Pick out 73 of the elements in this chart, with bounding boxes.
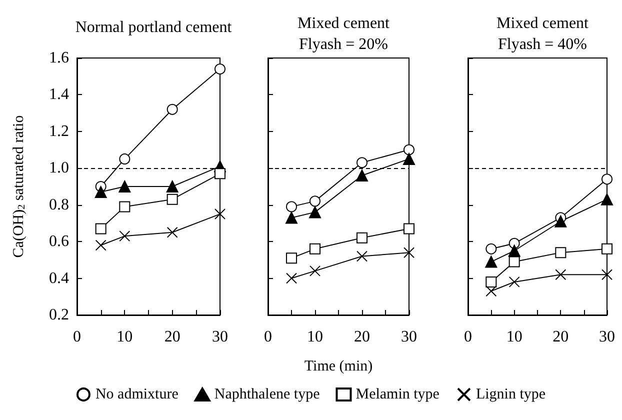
x-tick-label: 30	[599, 328, 615, 346]
point	[356, 169, 368, 182]
point	[119, 230, 130, 242]
y-tick-label: 0.6	[49, 233, 69, 250]
point	[356, 157, 368, 168]
point	[508, 256, 520, 268]
y-tick-label: 0.8	[49, 196, 69, 214]
point	[286, 252, 297, 264]
y-tick-label: 0.2	[49, 306, 69, 324]
point	[286, 201, 297, 212]
y-tick-label: 0.4	[49, 270, 69, 287]
x-tick-label: 20	[552, 328, 569, 346]
chart-title: Mixed cement Flyash = 20%	[298, 15, 390, 53]
legend-label: Melamin type	[356, 386, 440, 402]
legend-label: Naphthalene type	[214, 386, 320, 402]
point	[95, 240, 106, 251]
point	[486, 243, 497, 254]
y-axis-title: Ca(OH)2 saturated ratio	[11, 115, 28, 258]
point	[486, 286, 497, 297]
y-tick-label: 1.4	[49, 86, 69, 104]
x-tick-label: 10	[506, 328, 522, 346]
point	[166, 104, 178, 115]
x-tick-label: 30	[401, 328, 417, 346]
point	[601, 193, 613, 206]
chart-title: Mixed cement Flyash = 40%	[496, 15, 590, 53]
x-tick-label: 10	[116, 328, 133, 346]
point	[286, 272, 297, 284]
x-axis-title: Time (min)	[304, 358, 373, 374]
point	[94, 186, 107, 198]
point	[214, 168, 226, 180]
x-tick-label: 0	[73, 328, 81, 346]
point	[166, 226, 178, 238]
point	[602, 243, 612, 254]
chart-title: Normal portland cement	[75, 19, 232, 36]
point	[95, 223, 106, 234]
y-tick-label: 1.2	[49, 122, 69, 140]
y-tick-label: 1.0	[49, 160, 69, 177]
point	[356, 250, 368, 262]
point	[118, 180, 131, 192]
point	[356, 232, 368, 244]
x-tick-label: 20	[354, 328, 370, 346]
point	[403, 152, 415, 165]
y-tick-label: 1.6	[49, 50, 69, 66]
legend-label: No admixture	[95, 386, 179, 402]
point	[508, 276, 520, 288]
point	[166, 180, 178, 192]
x-tick-label: 0	[264, 328, 272, 346]
point	[404, 247, 414, 258]
point	[555, 247, 566, 258]
point	[404, 144, 414, 156]
x-tick-label: 30	[212, 328, 228, 346]
point	[214, 64, 226, 75]
point	[286, 212, 298, 224]
point	[309, 206, 321, 218]
point	[486, 276, 497, 288]
point	[485, 256, 498, 268]
point	[119, 153, 130, 164]
point	[602, 269, 612, 280]
legend-label: Lignin type	[476, 386, 546, 402]
x-tick-label: 10	[307, 328, 323, 346]
point	[214, 208, 226, 220]
point	[555, 269, 566, 280]
x-tick-label: 0	[464, 328, 472, 346]
point	[310, 196, 320, 207]
point	[404, 223, 414, 234]
x-tick-label: 20	[164, 328, 180, 346]
point	[602, 174, 612, 185]
point	[310, 265, 320, 276]
point	[310, 243, 320, 254]
point	[166, 194, 178, 205]
point	[554, 215, 567, 228]
point	[508, 244, 520, 257]
point	[119, 201, 130, 212]
